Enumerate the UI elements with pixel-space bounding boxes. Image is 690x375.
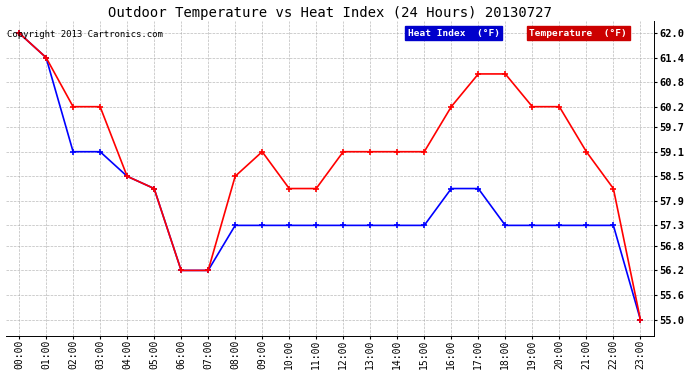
Text: Heat Index  (°F): Heat Index (°F) <box>408 28 500 38</box>
Title: Outdoor Temperature vs Heat Index (24 Hours) 20130727: Outdoor Temperature vs Heat Index (24 Ho… <box>108 6 552 20</box>
Text: Temperature  (°F): Temperature (°F) <box>529 28 627 38</box>
Text: Copyright 2013 Cartronics.com: Copyright 2013 Cartronics.com <box>7 30 163 39</box>
